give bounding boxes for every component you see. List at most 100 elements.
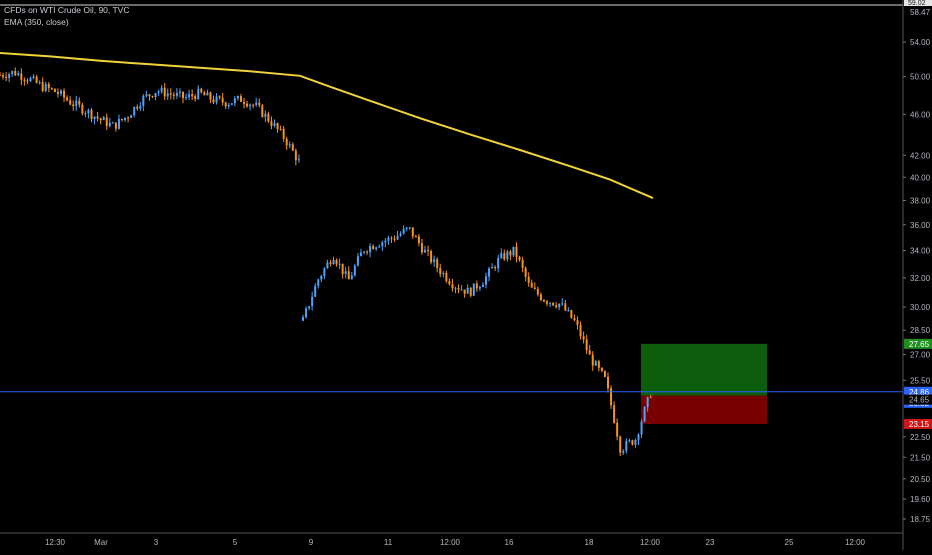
candle-body [81,104,84,114]
candle-body [424,249,426,253]
candle [622,449,625,455]
candle-body [579,324,582,337]
candle-body [243,101,245,104]
candle-body [142,95,145,107]
candle-body [197,88,200,100]
candle [69,96,72,106]
candle [53,88,56,93]
candle [576,316,579,330]
candle [619,435,622,457]
candle-body [338,263,341,265]
candle-body [649,397,652,399]
candle [454,286,457,294]
candle-body [69,100,72,105]
candle-body [347,271,350,280]
candle-body [396,235,399,240]
candle [634,438,637,448]
candle-body [384,240,387,243]
candle [230,103,233,106]
candle-body [454,288,457,290]
target-price-marker-text: 27.65 [909,340,930,349]
candle-body [84,113,87,115]
candle [414,234,417,238]
candle [29,76,32,83]
candle [485,272,487,289]
candle [582,331,585,344]
candle-body [436,259,439,269]
candle-body [521,259,524,268]
candle-body [288,144,291,146]
candle-body [491,267,494,269]
candle [288,141,291,149]
entry-price-marker-text: 24.65 [909,396,930,405]
candle [372,244,375,250]
candle-body [323,268,326,276]
candle-body [2,74,5,77]
target-price-marker: 27.65 [904,338,932,349]
candle-body [218,96,221,98]
candle-body [72,104,75,107]
candle-body [224,102,227,107]
candle [124,117,127,122]
candle-body [270,121,273,126]
candle-body [597,361,600,368]
candle [305,306,308,319]
candle-body [44,84,47,91]
candle-body [637,434,640,440]
candle [32,74,35,80]
candle-body [273,123,276,126]
candle-body [130,115,133,118]
candle [469,286,472,298]
candle [0,71,1,76]
candle-body [558,303,561,307]
candle-body [542,299,545,302]
candle [567,307,570,312]
candle [430,249,433,265]
candle-body [32,76,35,78]
x-tick-label: 12:00 [640,538,661,547]
candle [20,68,23,86]
candle-body [8,74,11,78]
candle-body [585,339,588,351]
candle-body [320,275,323,280]
x-tick-label: 25 [785,538,794,547]
candle-body [503,253,506,260]
candle [341,263,344,279]
candle-body [145,94,148,96]
candle [258,98,261,108]
y-tick-label: 22.50 [910,433,931,442]
candle-body [99,118,102,121]
candle-body [442,272,445,275]
candle [640,419,643,439]
candle [442,271,445,278]
candle [527,272,530,287]
candle-body [353,265,356,276]
candle [506,249,509,262]
y-tick-label: 21.50 [910,453,931,462]
candle-body [11,71,14,75]
candle-body [411,227,414,237]
candle-body [564,303,567,311]
candle-body [634,439,637,445]
candle [224,101,227,110]
candle [178,88,181,98]
candle-body [607,376,609,389]
candle-body [47,84,50,89]
candle [130,114,133,118]
candle-body [160,87,163,92]
x-tick-label: 16 [505,538,514,547]
candle [38,80,41,85]
candle [366,250,369,255]
candle-body [628,440,631,442]
candle [396,230,399,241]
candle-body [533,287,536,289]
target-zone[interactable] [641,343,767,396]
stop-zone[interactable] [641,395,767,424]
candle [570,309,573,319]
candle-body [279,128,282,130]
candle [387,235,390,245]
candle [518,255,521,262]
candle-body [344,271,347,275]
